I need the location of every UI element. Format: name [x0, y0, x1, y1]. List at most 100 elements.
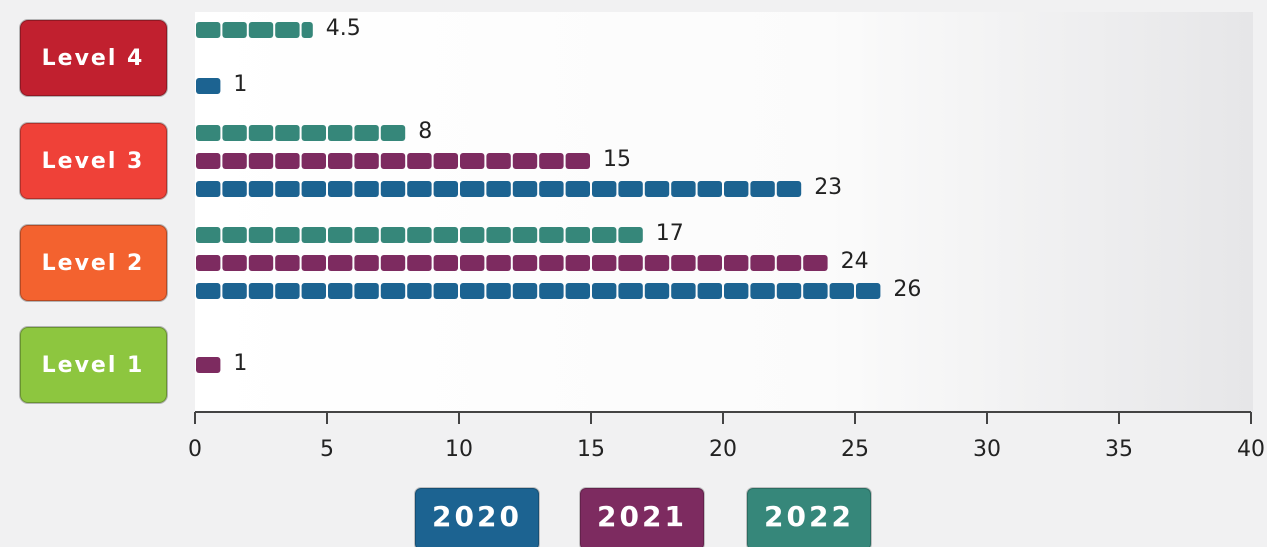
bar-block	[222, 255, 247, 271]
bar-block	[539, 227, 564, 243]
bar-block	[275, 181, 300, 197]
bar	[196, 283, 881, 299]
bar-block	[248, 125, 274, 141]
bar-block	[380, 227, 406, 243]
bar-block	[222, 227, 247, 243]
bar-block	[433, 255, 458, 271]
bar-block	[301, 255, 326, 271]
x-tick-label: 40	[1237, 437, 1265, 462]
bar-block	[724, 255, 749, 271]
bar-block	[433, 153, 458, 169]
bar-block	[803, 283, 828, 299]
bar-block	[301, 283, 326, 299]
bar-block	[354, 181, 379, 197]
bar-block	[565, 181, 590, 197]
bar-block	[618, 181, 643, 197]
category-box	[19, 19, 168, 97]
bar-block	[328, 153, 353, 169]
bar-block	[671, 255, 696, 271]
bar-block	[328, 255, 353, 271]
bar	[196, 153, 590, 169]
bar-block	[592, 255, 617, 271]
bar-block	[486, 255, 511, 271]
category-label: Level 2	[42, 251, 145, 276]
bar-block	[724, 283, 749, 299]
bar-block	[460, 227, 485, 243]
bar-block	[697, 283, 722, 299]
bar-block	[512, 181, 538, 197]
bar-block	[644, 283, 670, 299]
bar-block	[592, 283, 617, 299]
bar-block	[248, 181, 274, 197]
bar-block	[486, 181, 511, 197]
bar	[196, 227, 643, 243]
value-label: 4.5	[326, 16, 361, 41]
bar-block	[196, 125, 221, 141]
category-box	[19, 326, 168, 404]
bar-block	[829, 283, 854, 299]
bar-block	[671, 181, 696, 197]
bar-block	[512, 283, 538, 299]
bar-block	[671, 283, 696, 299]
bar-block	[407, 227, 432, 243]
bar-block	[196, 22, 221, 38]
value-label: 24	[841, 249, 869, 274]
bar-block	[486, 153, 511, 169]
bar-block	[275, 125, 300, 141]
bar-block	[222, 125, 247, 141]
bar-block	[354, 283, 379, 299]
bar-block	[592, 227, 617, 243]
bar-block	[618, 227, 643, 243]
bar-block	[301, 181, 326, 197]
legend-item	[746, 487, 872, 547]
x-tick-label: 20	[709, 437, 737, 462]
bar-block	[380, 181, 406, 197]
category-label: Level 3	[42, 149, 145, 174]
bar-block	[697, 181, 722, 197]
bar-block	[486, 283, 511, 299]
bar-block	[301, 153, 326, 169]
bar-block	[618, 283, 643, 299]
bar-block	[460, 153, 485, 169]
bar-block	[433, 227, 458, 243]
bar	[196, 255, 828, 271]
bar-block	[776, 255, 802, 271]
bar-block	[222, 22, 247, 38]
value-label: 15	[603, 147, 631, 172]
bar-block	[539, 255, 564, 271]
bar-block	[328, 283, 353, 299]
bar-block	[248, 283, 274, 299]
bar-block	[328, 181, 353, 197]
bar	[196, 357, 221, 373]
x-tick-label: 30	[973, 437, 1001, 462]
bar-block	[196, 227, 221, 243]
bar-block	[750, 283, 775, 299]
bar-block	[776, 181, 802, 197]
bar-block	[407, 255, 432, 271]
value-label: 1	[233, 72, 247, 97]
bar-block	[196, 283, 221, 299]
bar-block	[856, 283, 881, 299]
bar-block	[512, 153, 538, 169]
bar-block	[196, 78, 221, 94]
bar-block	[697, 255, 722, 271]
bar-block	[592, 181, 617, 197]
bar-block	[407, 283, 432, 299]
value-label: 17	[656, 221, 684, 246]
bar-block	[196, 181, 221, 197]
x-tick-label: 0	[188, 437, 202, 462]
bar-block	[644, 181, 670, 197]
bar-block	[248, 22, 274, 38]
x-tick-label: 25	[841, 437, 869, 462]
bar-block	[486, 227, 511, 243]
x-tick-label: 35	[1105, 437, 1133, 462]
bar-block	[565, 255, 590, 271]
category-label: Level 4	[42, 46, 145, 71]
legend-label: 2020	[432, 500, 522, 533]
bar-block	[724, 181, 749, 197]
bar-block	[460, 255, 485, 271]
bar-block	[222, 283, 247, 299]
bar-block	[460, 283, 485, 299]
bar-block	[512, 255, 538, 271]
